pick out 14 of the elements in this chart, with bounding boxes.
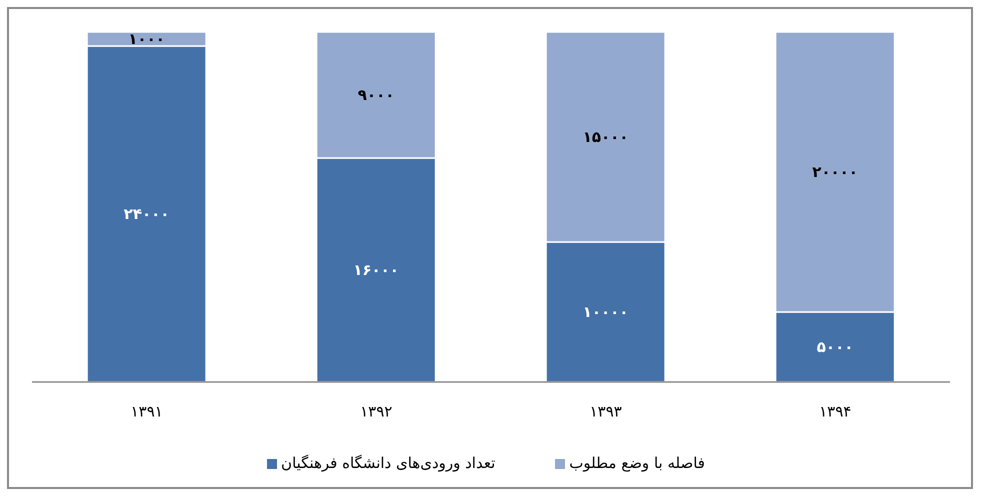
- data-label: ۵۰۰۰: [816, 338, 854, 356]
- x-tick-label: ۱۳۹۴: [819, 402, 852, 421]
- data-label: ۹۰۰۰: [358, 86, 394, 104]
- data-label: ۱۰۰۰۰: [582, 303, 628, 321]
- data-label: ۱۵۰۰۰: [582, 128, 628, 146]
- data-label: ۱۰۰۰: [128, 30, 165, 48]
- data-label: ۲۰۰۰۰: [812, 163, 858, 181]
- legend-label: تعداد ورودی‌های دانشگاه فرهنگیان: [281, 454, 496, 472]
- x-tick-label: ۱۳۹۲: [360, 402, 392, 421]
- x-tick-label: ۱۳۹۱: [130, 402, 163, 421]
- x-tick-label: ۱۳۹۳: [590, 402, 622, 421]
- data-label: ۲۴۰۰۰: [124, 205, 170, 223]
- legend-label: فاصله با وضع مطلوب: [569, 454, 705, 472]
- data-label: ۱۶۰۰۰: [353, 261, 399, 279]
